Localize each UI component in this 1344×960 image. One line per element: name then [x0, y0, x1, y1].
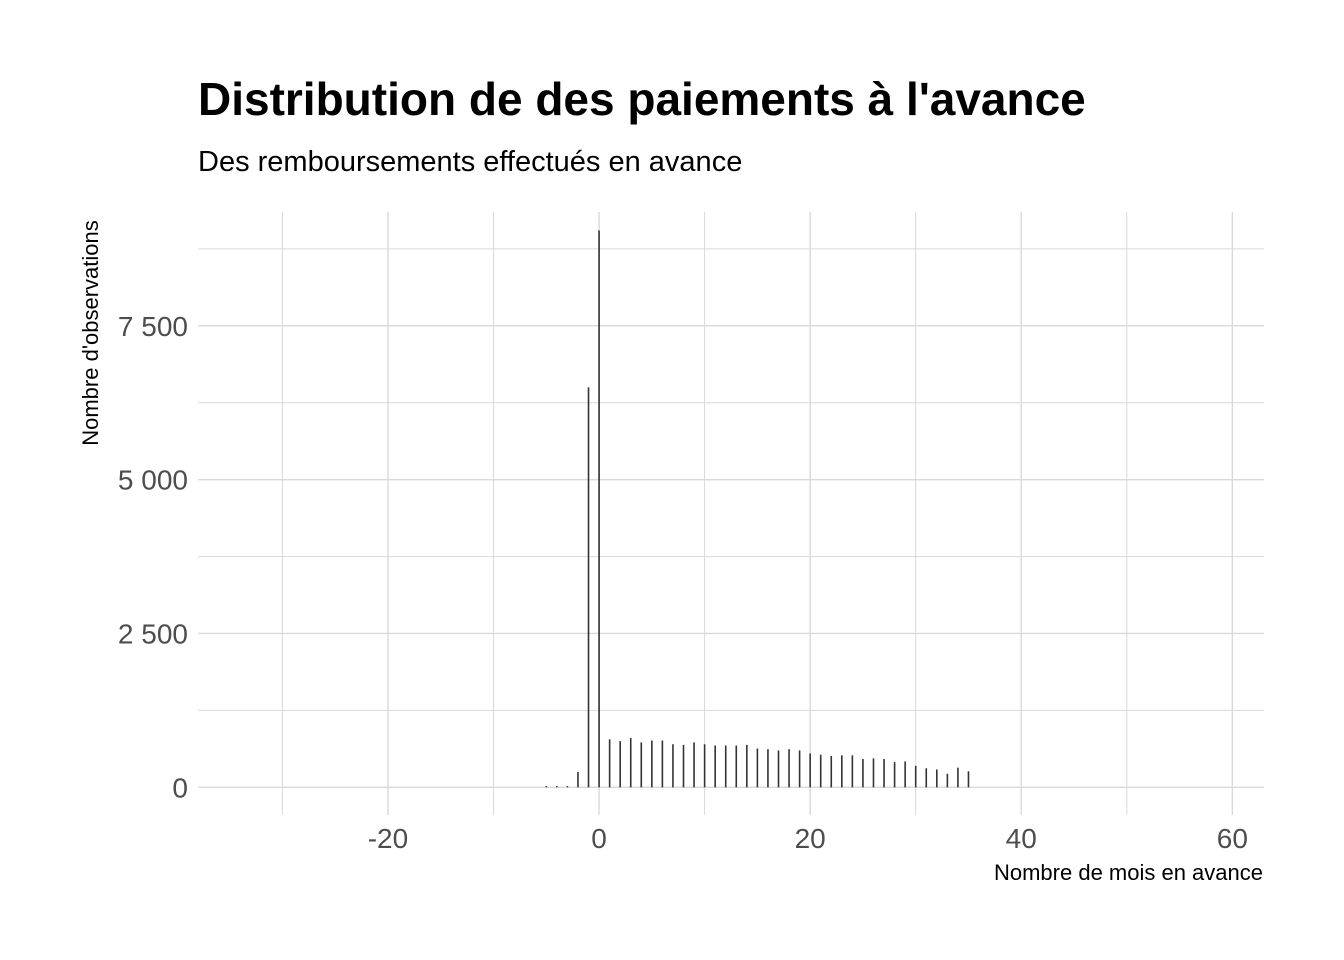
histogram-bar [651, 740, 653, 788]
histogram-bar [703, 744, 706, 788]
grid-lines [198, 212, 1264, 815]
histogram-bar [809, 753, 811, 788]
histogram-bar [936, 769, 938, 788]
histogram-bar [598, 230, 600, 788]
histogram-bar [872, 758, 875, 788]
x-tick-label: 40 [1006, 823, 1037, 854]
histogram-bar [830, 755, 833, 788]
histogram-bar [883, 759, 885, 788]
histogram-bar [693, 742, 695, 788]
histogram-bar [682, 744, 685, 788]
histogram-bar [946, 773, 949, 788]
histogram-bar [851, 755, 854, 788]
y-tick-label: 2 500 [118, 618, 188, 649]
histogram-bar [756, 748, 759, 788]
histogram-bar [724, 745, 727, 788]
histogram-bar [819, 754, 822, 788]
histogram-bar [566, 786, 569, 788]
histogram-bar [587, 387, 590, 788]
x-tick-label: 60 [1217, 823, 1248, 854]
y-tick-label: 0 [172, 772, 188, 803]
histogram-bar [577, 771, 579, 788]
y-tick-label: 7 500 [118, 311, 188, 342]
histogram-bar [746, 744, 748, 788]
histogram-bar [914, 765, 917, 788]
x-tick-label: -20 [368, 823, 408, 854]
chart-title: Distribution de des paiements à l'avance [198, 73, 1086, 125]
x-tick-label: 20 [795, 823, 826, 854]
histogram-bar [777, 750, 780, 788]
x-tick-label: 0 [591, 823, 607, 854]
bar-series [545, 230, 970, 788]
x-axis-title: Nombre de mois en avance [994, 860, 1263, 885]
tick-labels: -20 0 20 40 60 0 2 500 5 000 7 500 [118, 311, 1248, 854]
histogram-bar [798, 750, 801, 788]
histogram-bar [862, 759, 864, 788]
histogram-bar [714, 745, 716, 788]
histogram-bar [925, 768, 928, 788]
histogram-bar [967, 771, 970, 788]
histogram-bar [556, 786, 558, 788]
y-tick-label: 5 000 [118, 465, 188, 496]
histogram-bar [788, 749, 790, 788]
histogram-bar [672, 744, 674, 788]
histogram-bar [893, 762, 896, 788]
histogram-bar [629, 738, 632, 788]
histogram-bar [841, 755, 843, 788]
histogram-bar [957, 767, 959, 788]
histogram-bar [735, 745, 738, 788]
histogram-bar [608, 739, 611, 788]
histogram-bar [767, 749, 769, 788]
histogram-bar [640, 742, 643, 788]
histogram-bar [619, 741, 621, 788]
histogram-bar [545, 786, 548, 788]
histogram-bar [904, 761, 906, 788]
chart-subtitle: Des remboursements effectués en avance [198, 146, 743, 178]
histogram-bar [661, 740, 664, 788]
y-axis-title: Nombre d'observations [78, 220, 103, 446]
